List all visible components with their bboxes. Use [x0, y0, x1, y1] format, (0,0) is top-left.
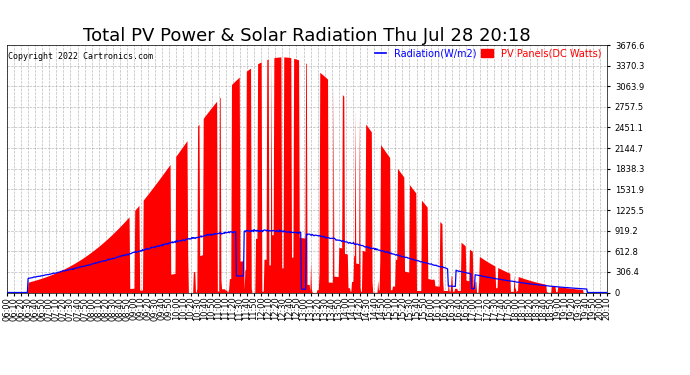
Title: Total PV Power & Solar Radiation Thu Jul 28 20:18: Total PV Power & Solar Radiation Thu Jul…: [83, 27, 531, 45]
Legend: Radiation(W/m2), PV Panels(DC Watts): Radiation(W/m2), PV Panels(DC Watts): [374, 47, 602, 59]
Text: Copyright 2022 Cartronics.com: Copyright 2022 Cartronics.com: [8, 53, 153, 62]
